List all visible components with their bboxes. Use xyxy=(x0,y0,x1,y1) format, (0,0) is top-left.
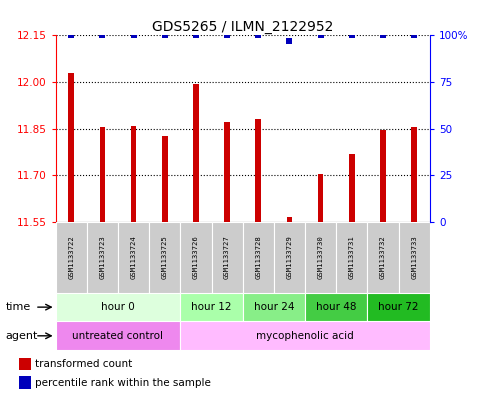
Point xyxy=(223,32,231,39)
Point xyxy=(192,32,200,39)
Bar xyxy=(56,222,87,293)
Bar xyxy=(180,321,430,350)
Bar xyxy=(19,358,30,370)
Point xyxy=(379,32,387,39)
Text: hour 12: hour 12 xyxy=(191,302,232,312)
Point xyxy=(255,32,262,39)
Bar xyxy=(412,127,417,222)
Bar xyxy=(118,222,149,293)
Text: hour 0: hour 0 xyxy=(101,302,135,312)
Bar xyxy=(274,222,305,293)
Bar xyxy=(287,217,292,222)
Bar xyxy=(349,154,355,222)
Text: GSM1133725: GSM1133725 xyxy=(162,235,168,279)
Text: agent: agent xyxy=(6,331,38,341)
Point xyxy=(99,32,106,39)
Text: GSM1133729: GSM1133729 xyxy=(286,235,293,279)
Title: GDS5265 / ILMN_2122952: GDS5265 / ILMN_2122952 xyxy=(152,20,333,34)
Text: GSM1133728: GSM1133728 xyxy=(256,235,261,279)
Point xyxy=(67,32,75,39)
Bar xyxy=(99,127,105,222)
Text: mycophenolic acid: mycophenolic acid xyxy=(256,331,354,341)
Bar xyxy=(318,174,324,222)
Text: untreated control: untreated control xyxy=(72,331,163,341)
Bar xyxy=(149,222,180,293)
Point xyxy=(161,32,169,39)
Text: percentile rank within the sample: percentile rank within the sample xyxy=(35,378,211,387)
Text: GSM1133722: GSM1133722 xyxy=(68,235,74,279)
Bar xyxy=(56,321,180,350)
Bar xyxy=(256,119,261,222)
Text: GSM1133733: GSM1133733 xyxy=(411,235,417,279)
Point xyxy=(411,32,418,39)
Bar xyxy=(193,84,199,222)
Text: hour 24: hour 24 xyxy=(254,302,294,312)
Point xyxy=(129,32,137,39)
Bar xyxy=(131,126,136,222)
Bar xyxy=(242,293,305,321)
Bar xyxy=(87,222,118,293)
Text: GSM1133726: GSM1133726 xyxy=(193,235,199,279)
Bar xyxy=(162,136,168,222)
Point xyxy=(285,38,293,44)
Bar xyxy=(242,222,274,293)
Bar xyxy=(180,293,242,321)
Text: GSM1133730: GSM1133730 xyxy=(318,235,324,279)
Bar xyxy=(56,293,180,321)
Text: time: time xyxy=(6,302,31,312)
Bar xyxy=(336,222,368,293)
Text: GSM1133727: GSM1133727 xyxy=(224,235,230,279)
Text: GSM1133723: GSM1133723 xyxy=(99,235,105,279)
Bar xyxy=(380,130,386,222)
Text: hour 48: hour 48 xyxy=(316,302,356,312)
Text: GSM1133731: GSM1133731 xyxy=(349,235,355,279)
Bar xyxy=(19,376,30,389)
Bar xyxy=(224,123,230,222)
Bar xyxy=(180,222,212,293)
Bar xyxy=(305,293,368,321)
Point xyxy=(348,32,356,39)
Point xyxy=(317,32,325,39)
Text: GSM1133724: GSM1133724 xyxy=(130,235,137,279)
Bar xyxy=(368,293,430,321)
Text: hour 72: hour 72 xyxy=(378,302,419,312)
Bar xyxy=(68,73,74,222)
Bar xyxy=(368,222,398,293)
Bar xyxy=(398,222,430,293)
Text: transformed count: transformed count xyxy=(35,359,132,369)
Bar xyxy=(305,222,336,293)
Bar xyxy=(212,222,242,293)
Text: GSM1133732: GSM1133732 xyxy=(380,235,386,279)
